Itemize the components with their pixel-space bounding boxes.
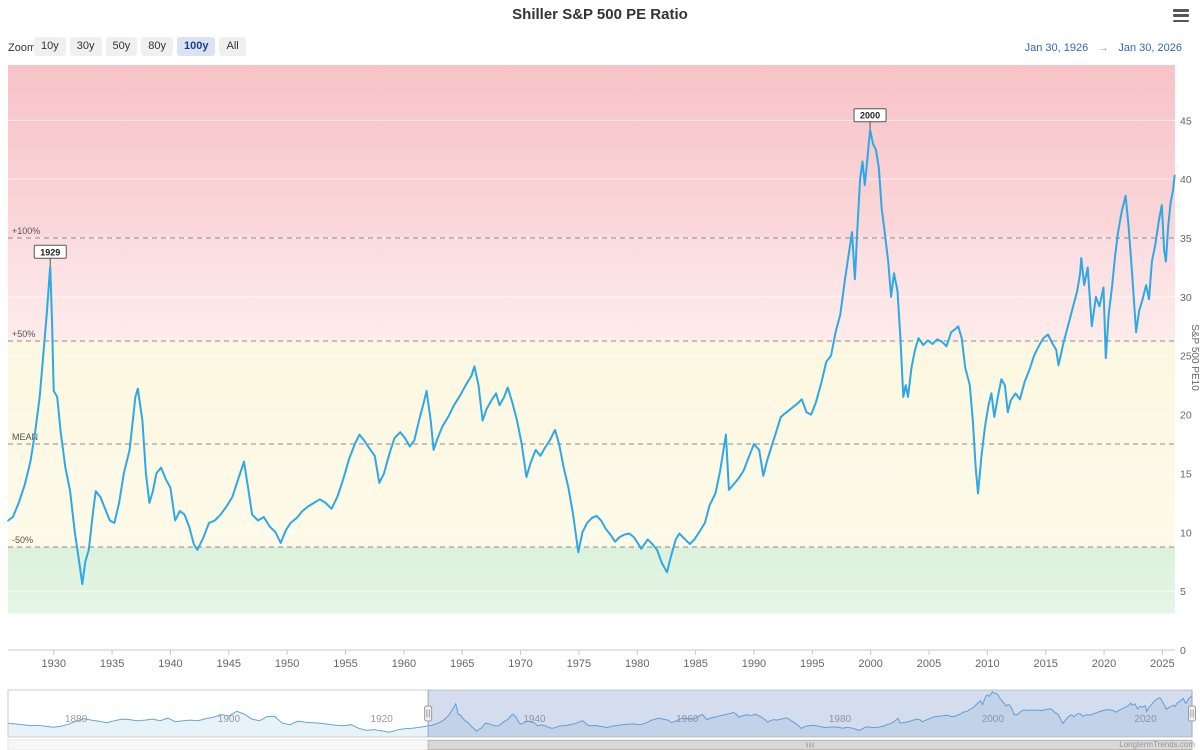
svg-text:15: 15 <box>1180 468 1192 480</box>
range-button-30y[interactable]: 30y <box>69 37 102 56</box>
svg-text:2020: 2020 <box>1092 658 1116 670</box>
svg-text:30: 30 <box>1180 292 1192 304</box>
guide-label: +100% <box>12 226 40 236</box>
navigator-area <box>8 691 1192 737</box>
svg-text:2000: 2000 <box>858 658 882 670</box>
guide-label: -50% <box>12 535 33 545</box>
plot-area[interactable] <box>8 65 1175 650</box>
svg-text:1929: 1929 <box>40 247 60 257</box>
svg-text:1985: 1985 <box>683 658 707 670</box>
svg-text:1960: 1960 <box>392 658 416 670</box>
range-selector: Zoom 10y 30y 50y 80y 100y All Jan 30, 1926 → … <box>8 37 1190 57</box>
navigator-handle-left[interactable] <box>424 690 433 737</box>
svg-text:1965: 1965 <box>450 658 474 670</box>
svg-text:1995: 1995 <box>800 658 824 670</box>
svg-text:5: 5 <box>1180 586 1186 598</box>
y-axis-labels: 0 5 10 15 20 25 30 35 40 45 <box>1180 115 1192 657</box>
date-range-arrow-icon: → <box>1098 43 1109 54</box>
navigator[interactable]: 1880 1900 1920 1940 1960 1980 2000 2020 <box>7 689 1196 738</box>
navigator-axis-label: 2020 <box>1134 714 1157 725</box>
navigator-axis-label: 1940 <box>523 714 546 725</box>
svg-text:20: 20 <box>1180 410 1192 422</box>
range-button-100y[interactable]: 100y <box>177 37 216 56</box>
guide-label: +50% <box>12 329 35 339</box>
svg-text:1990: 1990 <box>742 658 766 670</box>
navigator-axis-label: 1900 <box>218 714 241 725</box>
navigator-axis-label: 1920 <box>371 714 394 725</box>
date-from-input[interactable]: Jan 30, 1926 <box>1024 42 1089 54</box>
range-button-all[interactable]: All <box>219 37 246 56</box>
navigator-axis-label: 1980 <box>829 714 852 725</box>
x-axis-labels: 1930 1935 1940 1945 1950 1955 1960 1965 1970 1975… <box>42 650 1175 670</box>
range-button-50y[interactable]: 50y <box>105 37 138 56</box>
hamburger-menu-icon[interactable] <box>1173 9 1189 22</box>
navigator-selected-mask[interactable] <box>428 690 1192 737</box>
guide-lines: +100% +50% MEAN -50% <box>8 226 1175 548</box>
navigator-axis-label: 2000 <box>982 714 1005 725</box>
svg-text:1975: 1975 <box>567 658 591 670</box>
svg-text:1955: 1955 <box>333 658 357 670</box>
svg-text:1930: 1930 <box>42 658 66 670</box>
navigator-line <box>8 691 1193 733</box>
pe-ratio-series-line <box>7 128 1176 586</box>
svg-text:2025: 2025 <box>1150 658 1174 670</box>
svg-text:1940: 1940 <box>158 658 182 670</box>
navigator-handle-right[interactable] <box>1188 690 1196 737</box>
svg-text:2005: 2005 <box>917 658 941 670</box>
svg-text:2000: 2000 <box>860 111 880 121</box>
svg-text:45: 45 <box>1180 115 1192 127</box>
svg-text:1945: 1945 <box>217 658 241 670</box>
svg-text:25: 25 <box>1180 351 1192 363</box>
y-axis-title: S&P 500 PE10 <box>1189 324 1200 391</box>
svg-text:1970: 1970 <box>508 658 532 670</box>
guide-label: MEAN <box>12 432 38 442</box>
svg-text:0: 0 <box>1180 645 1186 657</box>
svg-text:10: 10 <box>1180 527 1192 539</box>
navigator-axis-label: 1960 <box>676 714 699 725</box>
date-range: Jan 30, 1926 → Jan 30, 2026 <box>1025 42 1182 54</box>
range-button-10y[interactable]: 10y <box>34 37 66 56</box>
svg-text:1935: 1935 <box>100 658 124 670</box>
svg-text:1950: 1950 <box>275 658 299 670</box>
flag-1929[interactable]: 1929 <box>33 244 67 266</box>
date-to-input[interactable]: Jan 30, 2026 <box>1118 42 1182 54</box>
svg-text:40: 40 <box>1180 174 1192 186</box>
svg-text:1980: 1980 <box>625 658 649 670</box>
svg-text:2010: 2010 <box>975 658 999 670</box>
credits-link[interactable]: LongtermTrends.com <box>1119 740 1195 749</box>
svg-text:2015: 2015 <box>1033 658 1057 670</box>
flag-2000[interactable]: 2000 <box>853 108 887 129</box>
range-button-80y[interactable]: 80y <box>141 37 173 56</box>
zoom-label: Zoom <box>8 42 37 54</box>
range-buttons: 10y 30y 50y 80y 100y All <box>34 37 246 56</box>
navigator-axis-label: 1880 <box>65 714 88 725</box>
svg-text:35: 35 <box>1180 233 1192 245</box>
page-title: Shiller S&P 500 PE Ratio <box>512 6 688 23</box>
